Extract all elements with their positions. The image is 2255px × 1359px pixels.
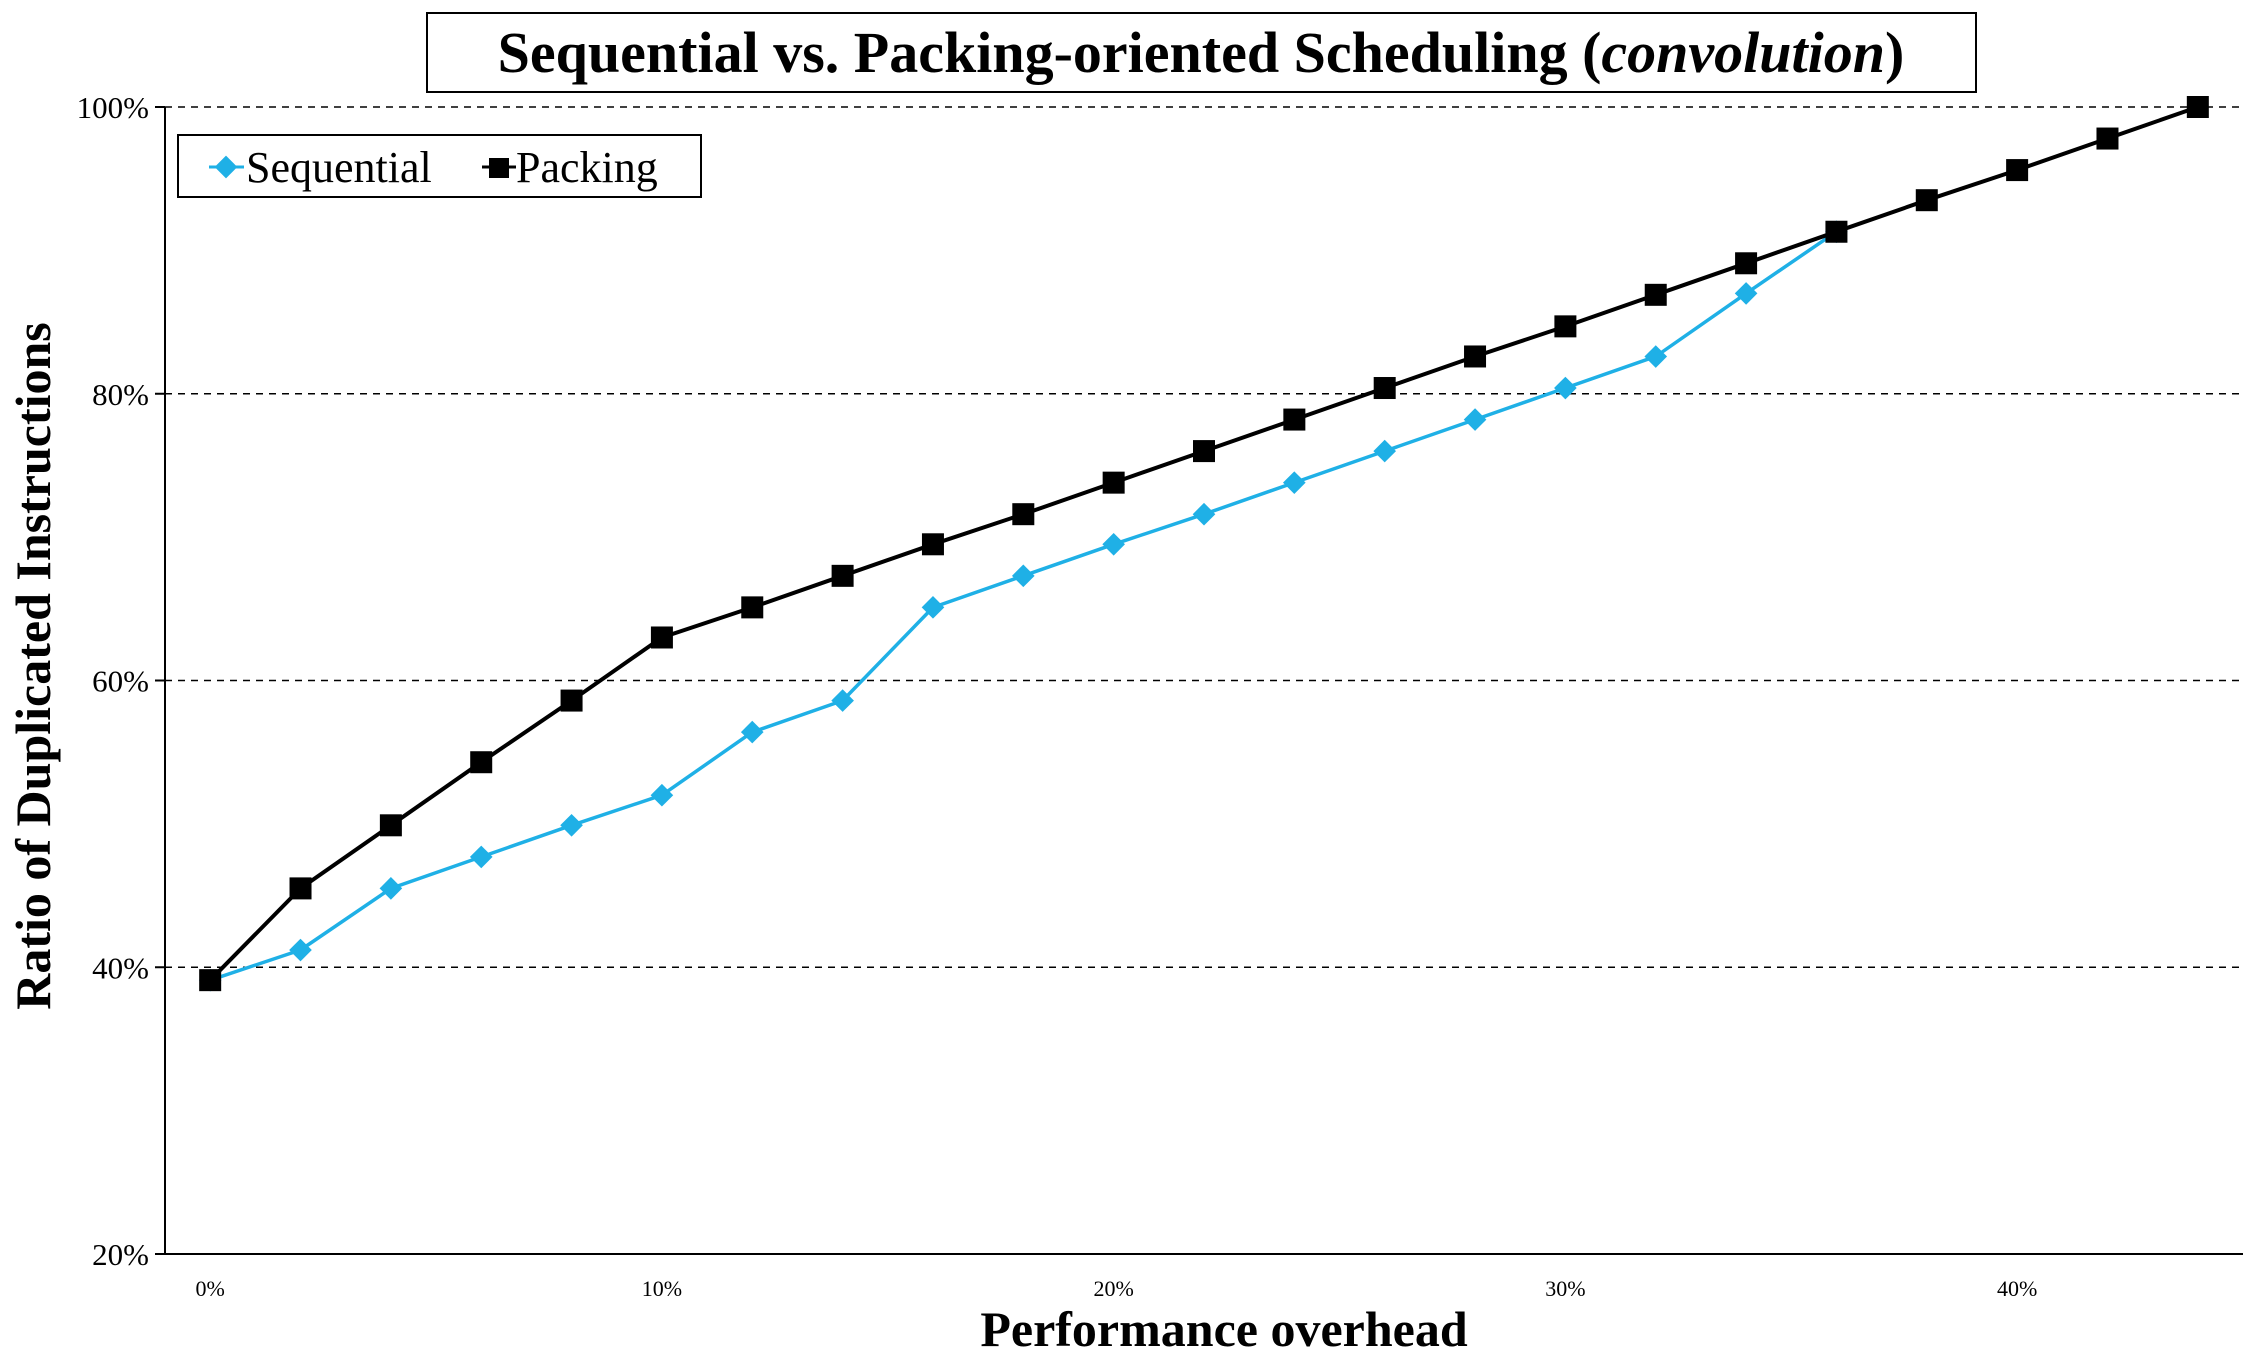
data-point-packing <box>379 814 402 837</box>
series <box>198 96 2209 992</box>
data-point-sequential <box>1463 408 1487 431</box>
chart-title-prefix: Sequential vs. Packing-oriented Scheduli… <box>498 20 1602 85</box>
legend-label-sequential: Sequential <box>246 143 432 192</box>
series-sequential <box>198 220 1848 992</box>
data-point-sequential <box>1644 345 1668 368</box>
chart-title-text: Sequential vs. Packing-oriented Scheduli… <box>498 20 1905 85</box>
data-point-packing <box>1102 471 1125 494</box>
data-point-sequential <box>289 938 312 962</box>
x-tick-label: 30% <box>1545 1276 1585 1301</box>
legend-label-packing: Packing <box>516 143 658 192</box>
data-point-packing <box>1644 283 1667 306</box>
x-tick-label: 40% <box>1997 1276 2037 1301</box>
x-tick-labels: 0% 10% 20% 30% 40% <box>196 1276 2038 1301</box>
data-point-sequential <box>1554 376 1577 400</box>
y-tick-label: 20% <box>92 1237 149 1272</box>
data-point-sequential <box>650 783 674 807</box>
chart-title-italic: convolution <box>1601 20 1885 85</box>
gridlines <box>165 106 2243 968</box>
data-point-packing <box>289 877 312 900</box>
chart-title-box <box>426 12 1977 93</box>
data-point-packing <box>831 564 854 587</box>
y-axis-label: Ratio of Duplicated Instructions <box>5 322 61 1010</box>
x-tick-label: 10% <box>642 1276 682 1301</box>
data-point-packing <box>470 751 493 774</box>
data-point-sequential <box>831 689 854 712</box>
data-point-packing <box>2006 159 2029 182</box>
series-packing <box>199 96 2209 992</box>
y-tick-label: 80% <box>92 377 149 412</box>
data-point-packing <box>650 626 673 649</box>
data-point-packing <box>1554 315 1577 338</box>
data-point-sequential <box>469 845 493 869</box>
data-point-packing <box>199 969 222 992</box>
y-tick-label: 60% <box>92 664 149 699</box>
data-point-packing <box>921 533 944 556</box>
data-point-sequential <box>1282 471 1306 494</box>
data-point-sequential <box>560 813 583 837</box>
y-tick-labels: 20% 40% 60% 80% 100% <box>77 90 165 1272</box>
data-point-packing <box>1373 377 1396 400</box>
data-point-sequential <box>1373 439 1397 463</box>
data-point-packing <box>741 596 764 619</box>
data-point-packing <box>2096 127 2119 150</box>
legend-marker-packing <box>489 158 509 178</box>
data-point-sequential <box>1102 532 1125 556</box>
data-point-sequential <box>1192 502 1216 526</box>
data-point-packing <box>1464 345 1487 368</box>
legend-item-packing: Packing <box>482 143 658 192</box>
data-point-packing <box>1193 440 1215 463</box>
data-point-sequential <box>740 720 764 744</box>
chart-title-suffix: ) <box>1885 20 1904 85</box>
data-point-packing <box>2186 96 2209 118</box>
data-point-packing <box>1012 503 1035 526</box>
legend: Sequential Packing <box>177 134 702 198</box>
data-point-packing <box>1735 252 1758 275</box>
y-tick-label: 100% <box>77 90 149 125</box>
data-point-packing <box>560 689 583 712</box>
legend-box <box>177 134 702 198</box>
y-tick-label: 40% <box>92 950 149 985</box>
data-point-packing <box>1915 189 1938 212</box>
series-line-sequential <box>209 230 1838 982</box>
data-point-sequential <box>1011 564 1035 588</box>
chart-title: Sequential vs. Packing-oriented Scheduli… <box>426 12 1977 93</box>
data-point-packing <box>1825 220 1848 243</box>
data-point-packing <box>1283 408 1306 431</box>
x-tick-label: 0% <box>196 1276 225 1301</box>
data-point-sequential <box>379 877 403 900</box>
x-tick-label: 20% <box>1093 1276 1133 1301</box>
x-axis-label: Performance overhead <box>980 1301 1467 1357</box>
data-point-sequential <box>1734 282 1758 305</box>
axes <box>164 107 2243 1255</box>
